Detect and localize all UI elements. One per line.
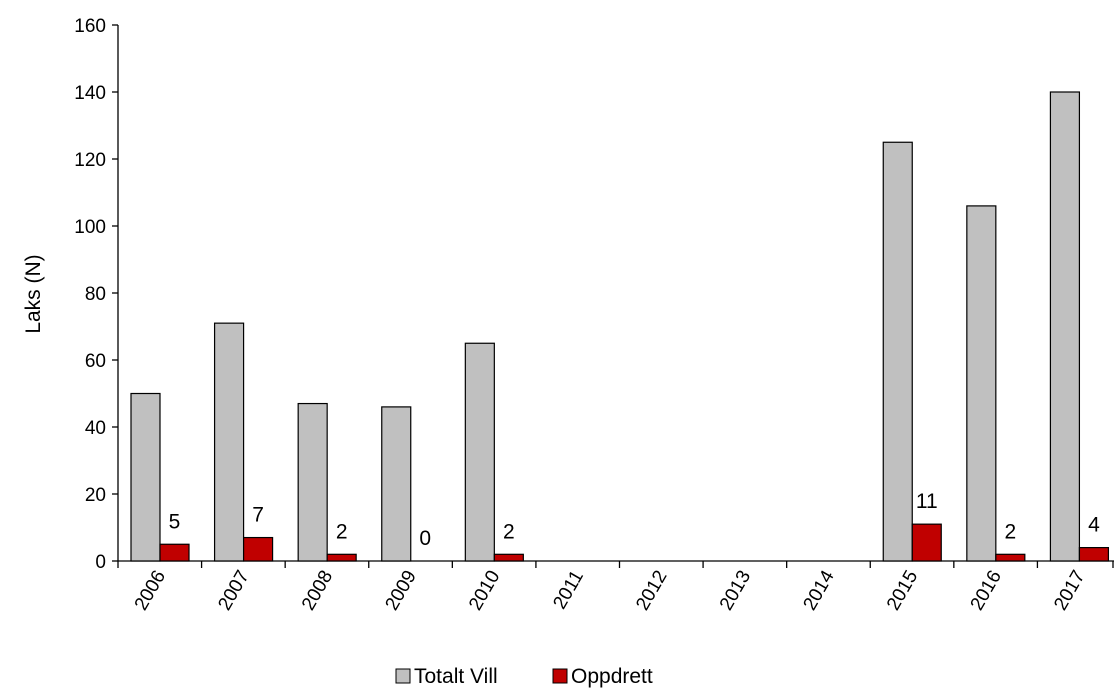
- x-tick-label: 2015: [883, 567, 922, 614]
- bars: [130, 91, 1110, 562]
- legend-swatch-totalt-vill: [395, 668, 411, 684]
- x-tick-label: 2011: [549, 567, 588, 613]
- legend: Totalt Vill Oppdrett: [395, 665, 653, 688]
- bar-oppdrett: [911, 523, 942, 562]
- y-tick-label: 20: [85, 485, 106, 506]
- bar-oppdrett: [242, 536, 274, 562]
- bar-oppdrett: [995, 553, 1026, 562]
- bar-oppdrett: [326, 553, 357, 562]
- bar-totalt-vill: [464, 342, 495, 562]
- legend-label-totalt-vill: Totalt Vill: [414, 665, 498, 688]
- x-tick-label: 2016: [967, 567, 1006, 614]
- y-tick-label: 40: [85, 418, 106, 439]
- y-tick-label: 140: [74, 83, 106, 104]
- y-tick-label: 160: [74, 16, 106, 37]
- bar-totalt-vill: [381, 406, 412, 562]
- x-axis: 2006 2007 2008 2009 2010 2011 2012 2013 2014 2015…: [117, 560, 1114, 614]
- bar-totalt-vill: [130, 392, 161, 562]
- x-tick-label: 2006: [131, 567, 170, 614]
- bar-totalt-vill: [1049, 91, 1081, 562]
- data-label-oppdrett: 11: [916, 490, 938, 513]
- x-tick-label: 2017: [1050, 567, 1089, 614]
- y-tick-label: 60: [85, 351, 106, 372]
- data-labels: 5 7 2 0 2 11 2 4: [169, 490, 1100, 550]
- x-tick-label: 2008: [298, 567, 337, 614]
- y-axis-title: Laks (N): [22, 254, 45, 333]
- data-label-oppdrett: 2: [1004, 520, 1016, 543]
- y-axis: 0 20 40 60 80 100 120 140 160: [74, 16, 119, 573]
- legend-label-oppdrett: Oppdrett: [571, 665, 653, 688]
- y-tick-label: 80: [85, 284, 106, 305]
- data-label-oppdrett: 4: [1088, 514, 1100, 537]
- x-tick-label: 2014: [799, 567, 839, 614]
- data-label-oppdrett: 5: [169, 510, 181, 533]
- legend-swatch-oppdrett: [552, 668, 568, 684]
- y-tick-label: 100: [74, 217, 106, 238]
- data-label-oppdrett: 0: [419, 527, 431, 550]
- x-tick-label: 2012: [632, 567, 671, 614]
- bar-oppdrett: [493, 553, 524, 562]
- bar-totalt-vill: [297, 402, 328, 562]
- y-tick-label: 120: [74, 150, 106, 171]
- bar-totalt-vill: [882, 141, 913, 562]
- bar-totalt-vill: [966, 205, 997, 562]
- x-tick-label: 2010: [465, 567, 504, 614]
- x-tick-label: 2013: [716, 567, 755, 614]
- y-tick-label: 0: [95, 552, 106, 573]
- bar-oppdrett: [159, 543, 190, 562]
- data-label-oppdrett: 2: [503, 520, 515, 543]
- bar-oppdrett: [1078, 546, 1110, 562]
- x-tick-label: 2009: [382, 567, 421, 614]
- data-label-oppdrett: 2: [336, 520, 348, 543]
- data-label-oppdrett: 7: [252, 504, 264, 527]
- x-tick-label: 2007: [214, 567, 253, 614]
- bar-totalt-vill: [213, 322, 245, 562]
